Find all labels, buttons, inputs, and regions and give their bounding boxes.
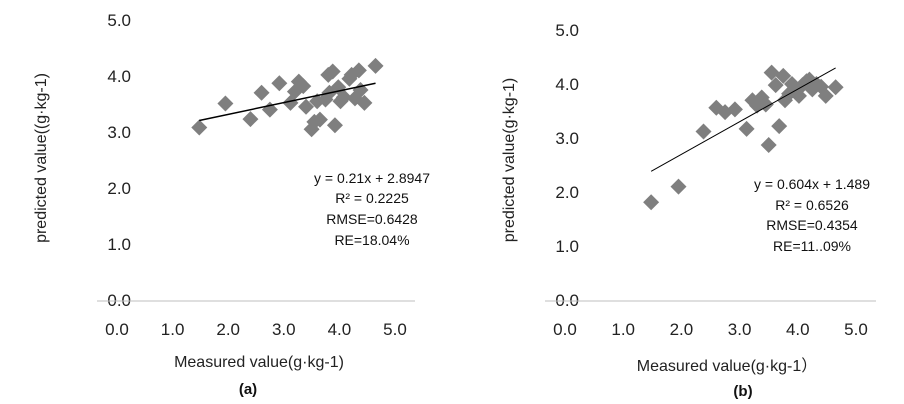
panel-a: 0.0 1.0 2.0 3.0 4.0 5.0 0.0 1.0 2.0 3.0 4.0 5.0 y … bbox=[33, 11, 430, 398]
data-point bbox=[253, 84, 270, 101]
data-point bbox=[817, 87, 834, 104]
panel-b: 0.0 1.0 2.0 3.0 4.0 5.0 0.0 1.0 2.0 3.0 4.0 5.0 y … bbox=[501, 21, 876, 400]
x-tick-labels: 0.0 1.0 2.0 3.0 4.0 5.0 bbox=[105, 320, 407, 339]
y-axis-title: predicted value((g·kg-1) bbox=[33, 73, 50, 243]
data-point bbox=[326, 117, 343, 134]
x-tick-label: 1.0 bbox=[161, 320, 185, 339]
x-tick-label: 1.0 bbox=[611, 320, 635, 339]
data-point bbox=[767, 77, 784, 94]
regression-annotations: y = 0.604x + 1.489 R² = 0.6526 RMSE=0.4354… bbox=[754, 176, 870, 254]
y-tick-label: 1.0 bbox=[555, 237, 579, 256]
trendline bbox=[650, 67, 836, 172]
x-tick-label: 0.0 bbox=[553, 320, 577, 339]
regression-annotation: R² = 0.6526 bbox=[775, 197, 849, 213]
x-tick-label: 3.0 bbox=[728, 320, 752, 339]
y-tick-label: 3.0 bbox=[555, 129, 579, 148]
y-tick-label: 4.0 bbox=[555, 75, 579, 94]
x-tick-label: 2.0 bbox=[670, 320, 694, 339]
panel-label: (a) bbox=[239, 381, 257, 398]
x-tick-label: 0.0 bbox=[105, 320, 129, 339]
regression-annotation: RE=18.04% bbox=[334, 232, 409, 248]
y-tick-label: 2.0 bbox=[555, 183, 579, 202]
y-tick-labels: 0.01.02.03.04.05.0 bbox=[555, 21, 579, 310]
data-point bbox=[827, 79, 844, 96]
data-point bbox=[643, 194, 660, 211]
regression-annotations: y = 0.21x + 2.8947 R² = 0.2225 RMSE=0.6428… bbox=[314, 170, 430, 248]
data-point bbox=[217, 95, 234, 112]
data-point bbox=[726, 101, 743, 118]
x-tick-label: 2.0 bbox=[216, 320, 240, 339]
data-point bbox=[261, 101, 278, 118]
data-point bbox=[311, 111, 328, 128]
data-point bbox=[298, 98, 315, 115]
x-tick-label: 4.0 bbox=[786, 320, 810, 339]
x-axis-title: Measured value(g·kg-1） bbox=[637, 357, 818, 375]
x-tick-label: 5.0 bbox=[383, 320, 407, 339]
x-tick-labels: 0.0 1.0 2.0 3.0 4.0 5.0 bbox=[553, 320, 868, 339]
regression-annotation: RMSE=0.6428 bbox=[326, 211, 418, 227]
data-point bbox=[757, 96, 774, 113]
regression-annotation: y = 0.604x + 1.489 bbox=[754, 176, 870, 192]
data-point bbox=[295, 78, 312, 95]
data-point bbox=[670, 178, 687, 195]
y-tick-label: 5.0 bbox=[107, 11, 131, 30]
y-tick-label: 3.0 bbox=[107, 123, 131, 142]
data-point bbox=[760, 137, 777, 154]
data-point bbox=[695, 123, 712, 140]
data-points bbox=[643, 64, 844, 211]
x-axis-title: Measured value(g·kg-1) bbox=[174, 354, 344, 371]
x-tick-label: 5.0 bbox=[844, 320, 868, 339]
data-point bbox=[350, 62, 367, 79]
x-tick-label: 3.0 bbox=[272, 320, 296, 339]
y-tick-labels: 0.01.02.03.04.05.0 bbox=[107, 11, 131, 310]
data-point bbox=[335, 89, 352, 106]
trendline bbox=[199, 82, 376, 122]
data-point bbox=[191, 119, 208, 136]
data-points bbox=[191, 57, 384, 138]
data-point bbox=[242, 111, 259, 128]
data-point bbox=[738, 120, 755, 137]
y-tick-label: 5.0 bbox=[555, 21, 579, 40]
y-tick-label: 1.0 bbox=[107, 235, 131, 254]
data-point bbox=[775, 67, 792, 84]
regression-annotation: RMSE=0.4354 bbox=[766, 217, 858, 233]
x-tick-label: 4.0 bbox=[328, 320, 352, 339]
panel-label: (b) bbox=[733, 383, 752, 400]
regression-annotation: R² = 0.2225 bbox=[335, 190, 409, 206]
regression-annotation: RE=11..09% bbox=[773, 238, 851, 254]
y-tick-label: 4.0 bbox=[107, 67, 131, 86]
data-point bbox=[763, 64, 780, 81]
regression-annotation: y = 0.21x + 2.8947 bbox=[314, 170, 430, 186]
y-axis-title: predicted value(g·kg-1) bbox=[501, 78, 518, 243]
data-point bbox=[271, 75, 288, 92]
y-tick-label: 2.0 bbox=[107, 179, 131, 198]
data-point bbox=[771, 118, 788, 135]
data-point bbox=[324, 63, 341, 80]
data-point bbox=[356, 94, 373, 111]
data-point bbox=[367, 57, 384, 74]
